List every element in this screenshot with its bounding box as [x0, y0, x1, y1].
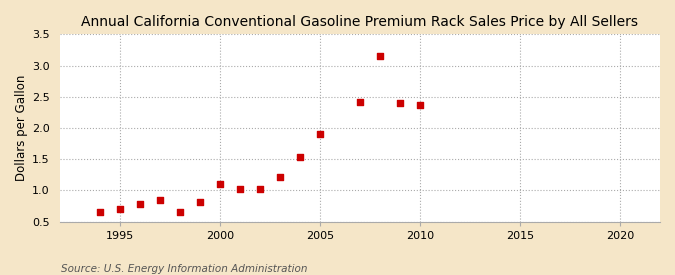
Point — [294, 155, 305, 160]
Y-axis label: Dollars per Gallon: Dollars per Gallon — [15, 75, 28, 181]
Point — [414, 103, 425, 107]
Text: Source: U.S. Energy Information Administration: Source: U.S. Energy Information Administ… — [61, 264, 307, 274]
Point — [95, 210, 105, 214]
Point — [274, 175, 285, 180]
Point — [215, 182, 225, 186]
Point — [234, 187, 245, 191]
Point — [254, 187, 265, 191]
Point — [315, 132, 325, 136]
Point — [155, 198, 165, 202]
Point — [194, 200, 205, 205]
Title: Annual California Conventional Gasoline Premium Rack Sales Price by All Sellers: Annual California Conventional Gasoline … — [81, 15, 639, 29]
Point — [394, 101, 405, 105]
Point — [134, 202, 145, 207]
Point — [174, 210, 185, 214]
Point — [114, 207, 125, 211]
Point — [375, 54, 385, 58]
Point — [354, 100, 365, 104]
